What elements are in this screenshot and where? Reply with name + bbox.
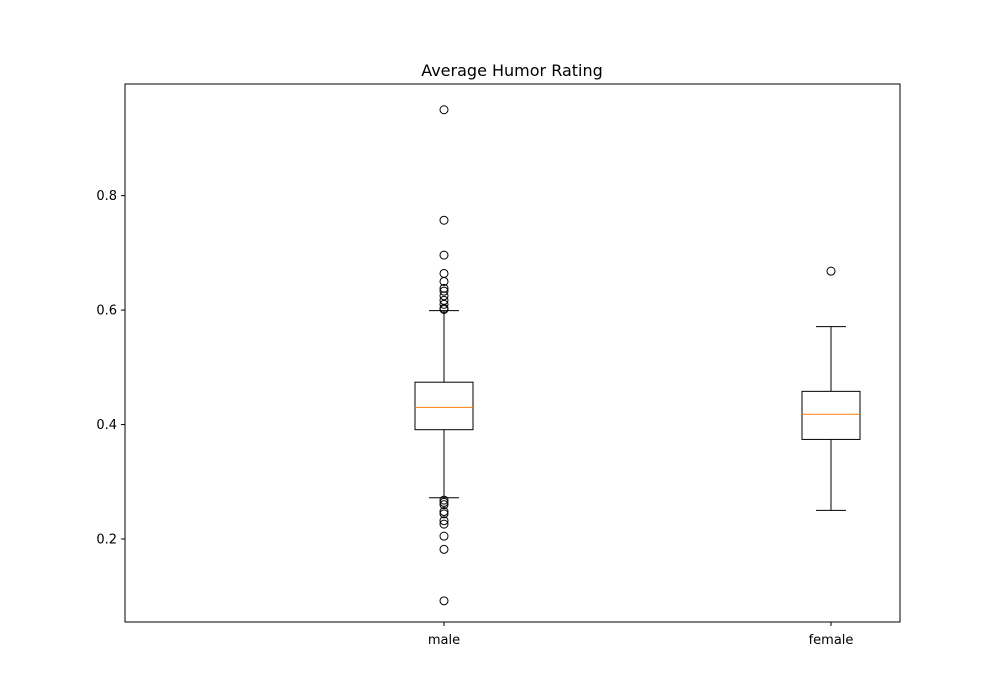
outlier-point-male xyxy=(439,305,449,315)
outlier-point-male xyxy=(439,507,449,517)
x-tick-label-female: female xyxy=(809,633,854,648)
outlier-point-male xyxy=(439,268,449,278)
plot-frame xyxy=(124,83,901,623)
y-tick-label: 0.2 xyxy=(96,533,117,548)
box-female xyxy=(801,390,861,440)
outlier-point-male xyxy=(439,497,449,507)
x-tick-label-male: male xyxy=(428,633,460,648)
chart-title: Average Humor Rating xyxy=(421,61,603,80)
box-male xyxy=(414,381,474,431)
y-tick-label: 0.4 xyxy=(96,418,117,433)
outlier-point-male xyxy=(439,516,449,526)
outlier-point-male xyxy=(439,495,449,505)
outlier-point-male xyxy=(439,291,449,301)
outlier-point-male xyxy=(439,286,449,296)
outlier-point-male xyxy=(439,283,449,293)
outlier-point-male xyxy=(439,299,449,309)
outlier-point-male xyxy=(439,596,449,606)
outlier-point-male xyxy=(439,544,449,554)
outlier-point-male xyxy=(439,509,449,519)
outlier-point-male xyxy=(439,531,449,541)
outlier-point-male xyxy=(439,250,449,260)
y-tick-label: 0.6 xyxy=(96,304,117,319)
outlier-point-male xyxy=(439,215,449,225)
outlier-point-female xyxy=(826,266,836,276)
outlier-point-male xyxy=(439,105,449,115)
y-tick-label: 0.8 xyxy=(96,189,117,204)
outlier-point-male xyxy=(439,276,449,286)
outlier-point-male xyxy=(439,500,449,510)
outlier-point-male xyxy=(439,519,449,529)
